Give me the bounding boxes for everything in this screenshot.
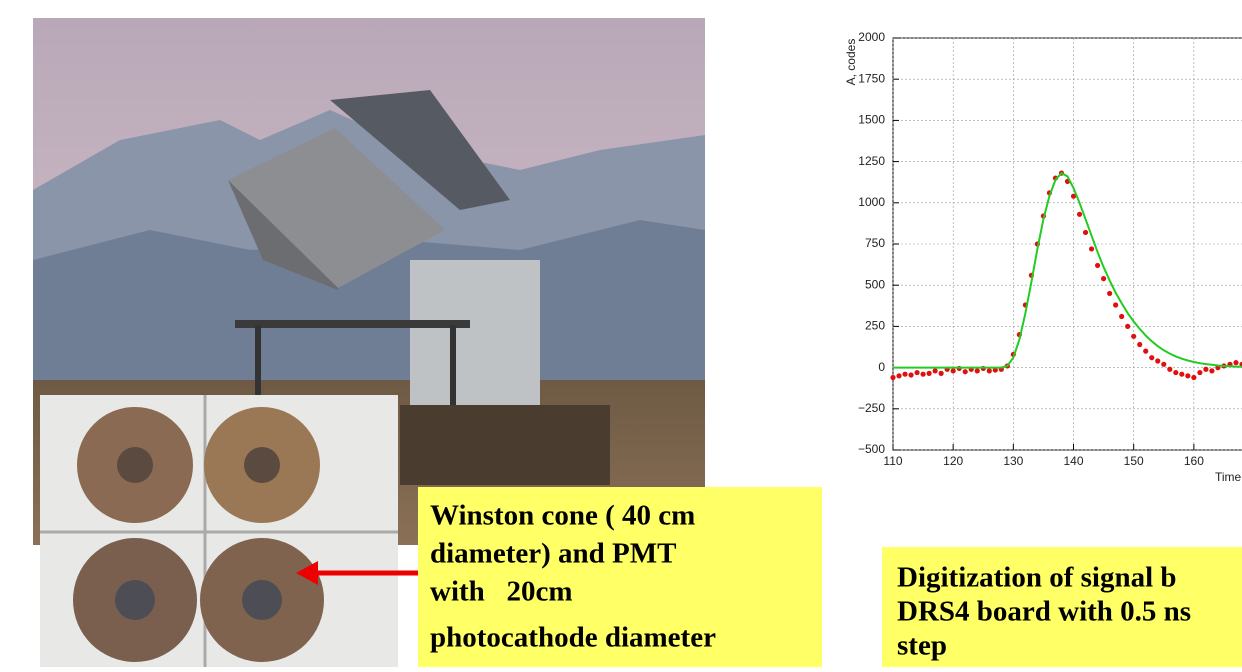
y-tick-label: 250 xyxy=(865,319,885,333)
x-tick-label: 110 xyxy=(883,454,902,468)
x-tick-label: 150 xyxy=(1124,454,1144,468)
x-axis-label: Time xyxy=(1215,470,1242,484)
data-point xyxy=(1131,334,1136,339)
data-point xyxy=(951,368,956,373)
data-point xyxy=(1209,368,1214,373)
data-point xyxy=(896,373,901,378)
data-point xyxy=(914,370,919,375)
data-point xyxy=(939,371,944,376)
data-point xyxy=(933,368,938,373)
data-point xyxy=(890,375,895,380)
data-point xyxy=(1095,263,1100,268)
y-tick-label: 750 xyxy=(865,236,885,250)
data-point xyxy=(908,372,913,377)
caption-line: Winston cone ( 40 cm xyxy=(430,500,695,532)
x-tick-label: 120 xyxy=(943,454,963,468)
data-point xyxy=(902,372,907,377)
slide: Winston cone ( 40 cm diameter) and PMT w… xyxy=(0,0,1242,667)
data-point xyxy=(975,368,980,373)
data-point xyxy=(1197,370,1202,375)
data-point xyxy=(1137,342,1142,347)
x-tick-label: 130 xyxy=(1003,454,1023,468)
caption-line: Digitization of signal b xyxy=(897,562,1177,594)
data-point xyxy=(1119,314,1124,319)
data-point xyxy=(1143,349,1148,354)
data-point xyxy=(1101,276,1106,281)
caption-line: with 20cm xyxy=(430,576,573,608)
data-point xyxy=(920,372,925,377)
data-point xyxy=(1167,367,1172,372)
x-tick-label: 160 xyxy=(1184,454,1204,468)
data-point xyxy=(1173,370,1178,375)
caption-line: diameter) and PMT xyxy=(430,538,676,570)
y-tick-label: 1250 xyxy=(858,154,885,168)
data-point xyxy=(1179,372,1184,377)
y-tick-label: −500 xyxy=(858,442,885,456)
data-point xyxy=(1191,375,1196,380)
data-point xyxy=(1155,358,1160,363)
data-point xyxy=(1113,302,1118,307)
fit-line xyxy=(893,173,1242,368)
data-point xyxy=(1161,362,1166,367)
y-tick-label: 2000 xyxy=(858,30,885,44)
data-point xyxy=(1203,367,1208,372)
caption-line: photocathode diameter xyxy=(430,622,716,654)
data-point xyxy=(1083,230,1088,235)
data-point xyxy=(1149,355,1154,360)
page: {"left_caption": {"lines": ["Winston con… xyxy=(0,0,1242,667)
y-tick-label: 1000 xyxy=(858,195,885,209)
y-tick-label: 1500 xyxy=(858,113,885,127)
x-tick-label: 140 xyxy=(1064,454,1084,468)
data-point xyxy=(1077,212,1082,217)
y-tick-label: 500 xyxy=(865,277,885,291)
data-point xyxy=(1089,246,1094,251)
caption-line: DRS4 board with 0.5 ns xyxy=(897,596,1191,628)
data-point xyxy=(1233,360,1238,365)
cone-photo xyxy=(40,395,398,667)
data-point xyxy=(987,368,992,373)
data-point xyxy=(1107,291,1112,296)
y-tick-label: −250 xyxy=(858,401,885,415)
caption-line: step xyxy=(897,630,947,662)
data-point xyxy=(1125,324,1130,329)
data-point xyxy=(1185,373,1190,378)
y-tick-label: 1750 xyxy=(858,71,885,85)
data-point xyxy=(963,369,968,374)
data-point xyxy=(927,371,932,376)
y-tick-label: 0 xyxy=(878,360,885,374)
y-axis-label: A, codes xyxy=(844,39,858,86)
